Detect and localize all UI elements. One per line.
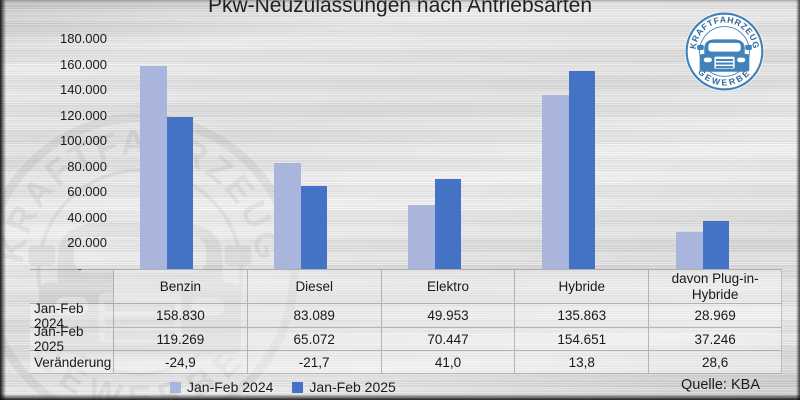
table-value-cell: 158.830	[113, 304, 247, 328]
bar-davon-plug-in-hybride-jan-feb-2024	[676, 232, 703, 269]
y-tick-label: 120.000	[60, 107, 107, 123]
table-header-hybride: Hybride	[514, 269, 649, 304]
table-row-label: Jan-Feb 2025	[30, 324, 113, 354]
table-value-cell: 37.246	[648, 328, 782, 351]
table-value-cell: 49.953	[380, 304, 515, 328]
legend-label: Jan-Feb 2025	[309, 379, 396, 395]
table-row-label: Veränderung	[30, 351, 113, 374]
table-header-benzin: Benzin	[113, 269, 247, 304]
kfz-gewerbe-logo: KRAFTFAHRZEUG GEWERBE	[684, 11, 765, 92]
legend: Jan-Feb 2024 Jan-Feb 2025	[170, 379, 396, 395]
table-value-cell: 28,6	[648, 351, 782, 374]
legend-item-jan-feb-2025: Jan-Feb 2025	[292, 379, 396, 395]
table-header-davon-plug-in-hybride: davon Plug-in-Hybride	[648, 269, 782, 304]
table-corner-cell	[30, 269, 113, 304]
table-value-cell: 41,0	[380, 351, 515, 374]
chart-title: Pkw-Neuzulassungen nach Antriebsarten	[207, 0, 593, 17]
bar-benzin-jan-feb-2024	[140, 66, 167, 269]
table-header-diesel: Diesel	[246, 269, 381, 304]
y-tick-label: 20.000	[67, 235, 107, 251]
y-tick-label: -	[77, 261, 82, 276]
legend-item-jan-feb-2024: Jan-Feb 2024	[170, 379, 273, 395]
legend-label: Jan-Feb 2024	[187, 379, 274, 395]
table-value-cell: 83.089	[246, 304, 381, 328]
y-tick-label: 100.000	[60, 133, 107, 149]
table-value-cell: 154.651	[514, 328, 649, 351]
bar-davon-plug-in-hybride-jan-feb-2025	[702, 221, 729, 269]
legend-swatch	[170, 381, 181, 393]
table-row-label: Jan-Feb 2024	[30, 301, 113, 331]
y-tick-label: 60.000	[67, 184, 107, 200]
table-value-cell: -24,9	[113, 351, 247, 374]
bar-elektro-jan-feb-2025	[434, 179, 461, 269]
y-tick-label: 140.000	[60, 82, 107, 98]
bar-diesel-jan-feb-2024	[274, 163, 301, 269]
bar-diesel-jan-feb-2025	[300, 186, 327, 269]
y-tick-label: 160.000	[60, 56, 107, 72]
table-value-cell: 119.269	[113, 328, 247, 351]
table-value-cell: -21,7	[246, 351, 381, 374]
bar-benzin-jan-feb-2025	[166, 117, 193, 269]
y-tick-label: 80.000	[67, 158, 107, 174]
y-tick-label: 180.000	[60, 31, 107, 46]
table-value-cell: 135.863	[514, 304, 649, 328]
table-header-elektro: Elektro	[380, 269, 515, 304]
bar-elektro-jan-feb-2024	[408, 205, 435, 269]
source-note: Quelle: KBA	[681, 377, 760, 393]
data-table: Benzin Diesel Elektro Hybride davon Plug-in-…	[30, 269, 782, 374]
y-tick-label: 40.000	[67, 209, 107, 225]
bar-hybride-jan-feb-2024	[542, 95, 569, 269]
table-value-cell: 28.969	[648, 304, 782, 328]
table-value-cell: 65.072	[246, 328, 381, 351]
table-value-cell: 70.447	[380, 328, 515, 351]
bar-hybride-jan-feb-2025	[568, 71, 595, 269]
table-value-cell: 13,8	[514, 351, 649, 374]
legend-swatch	[292, 381, 304, 393]
car-badge-icon: KRAFTFAHRZEUG GEWERBE	[684, 11, 765, 92]
